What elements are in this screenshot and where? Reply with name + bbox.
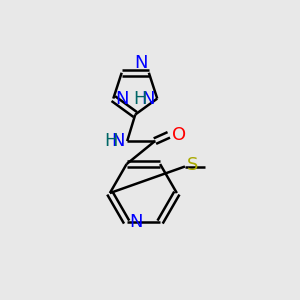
Text: H: H bbox=[133, 90, 147, 108]
Text: S: S bbox=[187, 156, 198, 174]
Text: N: N bbox=[134, 54, 148, 72]
Text: N: N bbox=[141, 90, 155, 108]
Text: N: N bbox=[129, 213, 143, 231]
Text: N: N bbox=[116, 90, 129, 108]
Text: O: O bbox=[172, 126, 186, 144]
Text: N: N bbox=[111, 132, 125, 150]
Text: H: H bbox=[104, 132, 117, 150]
